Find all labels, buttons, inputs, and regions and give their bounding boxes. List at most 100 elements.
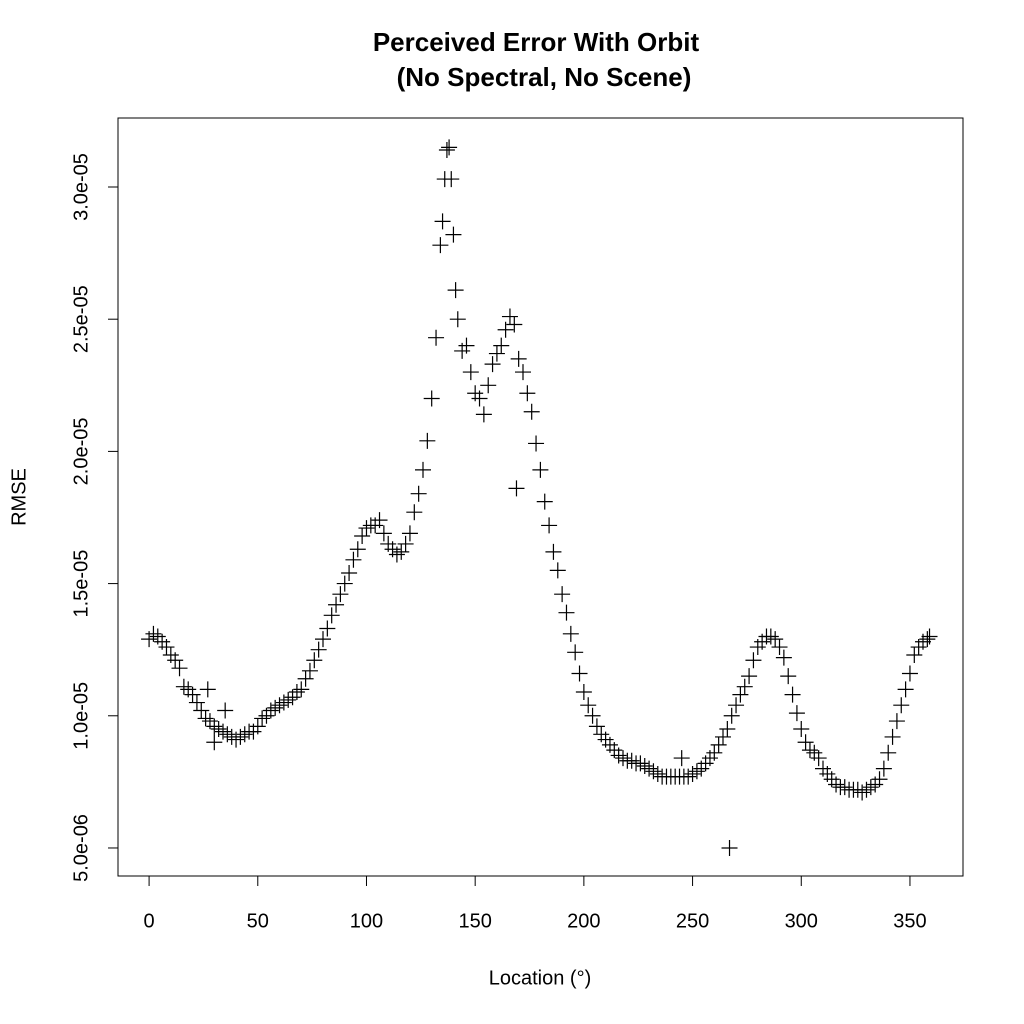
point xyxy=(721,839,738,856)
point xyxy=(880,744,897,761)
point xyxy=(341,565,358,582)
point xyxy=(415,461,431,478)
point xyxy=(567,644,584,661)
point xyxy=(636,758,653,775)
x-tick-label: 300 xyxy=(785,910,818,932)
point xyxy=(715,728,731,745)
point xyxy=(893,697,910,714)
point xyxy=(684,765,701,782)
point xyxy=(549,562,566,579)
point xyxy=(423,390,440,407)
x-tick-label: 150 xyxy=(458,910,491,932)
point xyxy=(901,665,918,682)
point xyxy=(401,525,418,542)
point xyxy=(810,750,827,767)
y-axis-label: RMSE xyxy=(8,468,30,526)
chart-title: Perceived Error With Orbit xyxy=(373,27,700,57)
point xyxy=(262,702,279,719)
point xyxy=(732,686,749,703)
point xyxy=(528,435,545,452)
point xyxy=(443,171,460,188)
point xyxy=(175,678,192,695)
x-axis-label: Location (°) xyxy=(489,967,592,989)
point xyxy=(706,744,723,761)
point xyxy=(197,710,214,727)
point xyxy=(297,670,314,687)
point xyxy=(167,652,184,669)
point xyxy=(475,406,492,423)
point xyxy=(354,527,371,544)
point xyxy=(641,760,658,777)
point xyxy=(649,765,666,782)
point xyxy=(432,237,449,254)
point xyxy=(680,768,697,785)
point xyxy=(736,678,753,695)
point xyxy=(588,718,605,735)
point xyxy=(888,713,905,730)
point xyxy=(410,485,427,502)
chart-subtitle: (No Spectral, No Scene) xyxy=(397,62,692,92)
point xyxy=(217,702,234,719)
point xyxy=(158,639,175,656)
y-tick-label: 1.0e-05 xyxy=(70,682,92,750)
point xyxy=(438,141,455,158)
point xyxy=(228,731,245,748)
point xyxy=(484,356,501,373)
point xyxy=(741,668,758,685)
x-tick-label: 100 xyxy=(350,910,383,932)
point xyxy=(793,721,810,737)
point xyxy=(336,575,353,592)
point xyxy=(306,652,323,669)
point xyxy=(447,282,464,299)
point xyxy=(371,512,388,529)
point xyxy=(541,517,558,534)
y-tick-label: 2.5e-05 xyxy=(70,285,92,353)
point xyxy=(249,718,266,735)
point xyxy=(536,493,553,510)
point xyxy=(584,707,601,724)
point xyxy=(610,747,627,764)
point xyxy=(575,683,592,700)
point xyxy=(788,705,805,722)
point xyxy=(871,771,888,788)
point xyxy=(558,604,575,621)
point xyxy=(199,681,216,698)
point xyxy=(293,681,310,698)
point xyxy=(858,781,875,798)
point xyxy=(419,432,436,449)
point xyxy=(232,728,249,745)
y-tick-label: 5.0e-06 xyxy=(70,814,92,882)
point xyxy=(184,686,201,703)
point xyxy=(441,139,458,156)
point xyxy=(623,752,640,769)
point xyxy=(406,504,423,521)
point xyxy=(323,607,340,624)
point xyxy=(349,541,366,558)
point xyxy=(171,660,188,677)
x-tick-label: 350 xyxy=(893,910,926,932)
point xyxy=(328,596,345,613)
x-tick-label: 0 xyxy=(144,910,155,932)
point xyxy=(906,646,923,663)
point xyxy=(919,631,936,648)
x-tick-label: 50 xyxy=(247,910,269,932)
point xyxy=(206,734,223,751)
point xyxy=(506,316,523,333)
point xyxy=(219,726,236,743)
point xyxy=(332,586,349,603)
point xyxy=(397,535,414,552)
x-tick-label: 250 xyxy=(676,910,709,932)
point xyxy=(554,586,571,603)
point xyxy=(345,551,362,568)
point xyxy=(797,734,814,751)
point xyxy=(301,662,318,679)
point xyxy=(271,697,288,714)
point xyxy=(236,726,253,743)
x-tick-label: 200 xyxy=(567,910,600,932)
point xyxy=(288,683,305,700)
point xyxy=(775,649,792,666)
point xyxy=(719,721,736,737)
point xyxy=(193,702,210,719)
point xyxy=(645,763,662,780)
